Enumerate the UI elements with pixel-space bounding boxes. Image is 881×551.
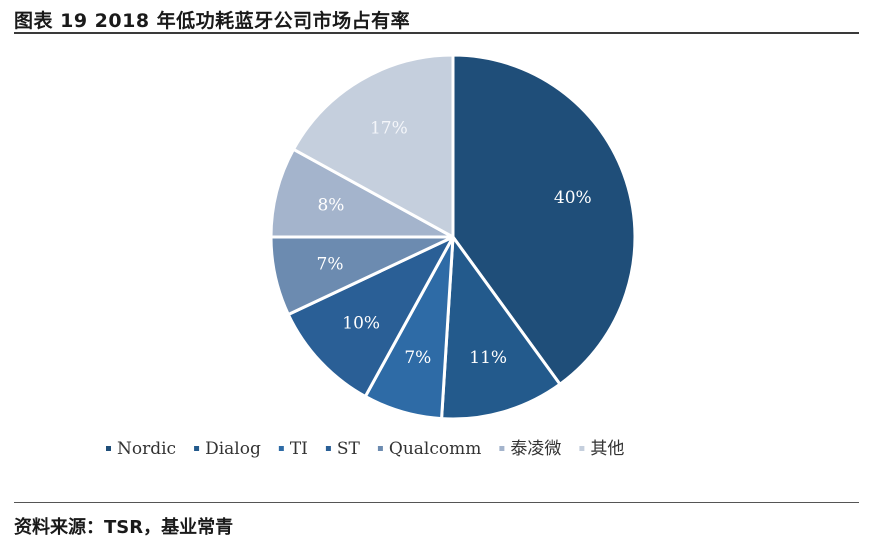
- legend-swatch: [325, 446, 331, 451]
- source-rule: [14, 502, 859, 503]
- legend-swatch: [106, 446, 111, 451]
- legend-swatch: [377, 446, 383, 451]
- legend-swatch: [194, 446, 200, 451]
- pie-data-label: 17%: [370, 119, 408, 139]
- pie-data-label: 10%: [342, 313, 380, 333]
- pie-labels: 40% 11% 7% 10% 7% 8% 17%: [317, 119, 592, 368]
- legend-label: Nordic: [117, 439, 176, 459]
- legend: Nordic Dialog TI ST Qualcomm 泰凌微 其他: [106, 439, 624, 459]
- pie-data-label: 11%: [469, 348, 507, 368]
- pie-slice--: [269, 147, 455, 239]
- pie-chart: 40% 11% 7% 10% 7% 8% 17% Nordic Dialog TI ST Qualc…: [106, 53, 637, 459]
- legend-swatch: [579, 446, 585, 451]
- pie-slice-dialog: [440, 235, 562, 421]
- pie-slices: [269, 53, 637, 421]
- legend-label: 泰凌微: [510, 439, 561, 459]
- pie-slice--: [292, 53, 455, 239]
- pie-data-label: 40%: [554, 188, 592, 208]
- legend-label: ST: [337, 439, 361, 459]
- source-note: 资料来源：TSR，基业常青: [14, 517, 234, 538]
- legend-swatch: [278, 446, 284, 451]
- pie-data-label: 7%: [317, 254, 344, 274]
- legend-swatch: [499, 446, 505, 451]
- legend-label: Dialog: [205, 439, 261, 459]
- pie-slice-nordic: [451, 53, 637, 386]
- legend-label: Qualcomm: [389, 439, 481, 459]
- pie-slice-st: [286, 235, 455, 398]
- pie-data-label: 8%: [317, 196, 344, 216]
- figure-title: 图表 19 2018 年低功耗蓝牙公司市场占有率: [14, 10, 411, 32]
- legend-label: TI: [290, 439, 308, 459]
- legend-label: 其他: [590, 439, 624, 459]
- pie-data-label: 7%: [404, 348, 431, 368]
- title-rule: [14, 32, 859, 34]
